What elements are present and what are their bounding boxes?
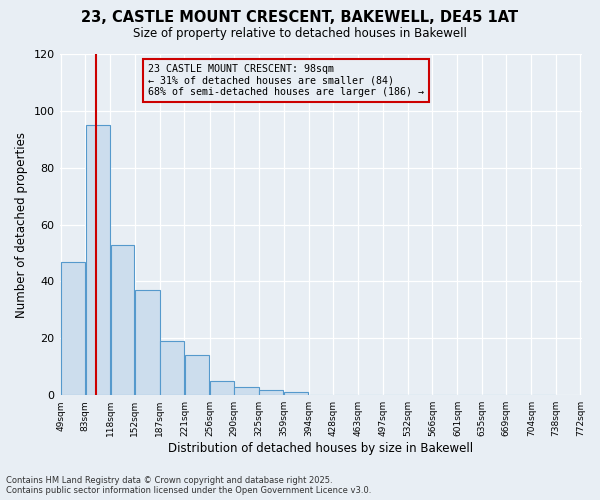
Bar (284, 392, 308, 395)
Bar (111, 244, 134, 395)
Bar (185, 356, 209, 395)
Y-axis label: Number of detached properties: Number of detached properties (15, 132, 28, 318)
X-axis label: Distribution of detached houses by size in Bakewell: Distribution of detached houses by size … (168, 442, 473, 455)
Text: Contains HM Land Registry data © Crown copyright and database right 2025.
Contai: Contains HM Land Registry data © Crown c… (6, 476, 371, 495)
Bar (135, 290, 160, 395)
Bar (86, 125, 110, 395)
Bar (259, 390, 283, 395)
Bar (61, 262, 85, 395)
Bar (235, 386, 259, 395)
Bar (160, 341, 184, 395)
Text: 23 CASTLE MOUNT CRESCENT: 98sqm
← 31% of detached houses are smaller (84)
68% of: 23 CASTLE MOUNT CRESCENT: 98sqm ← 31% of… (148, 64, 424, 98)
Text: Size of property relative to detached houses in Bakewell: Size of property relative to detached ho… (133, 28, 467, 40)
Bar (210, 381, 233, 395)
Text: 23, CASTLE MOUNT CRESCENT, BAKEWELL, DE45 1AT: 23, CASTLE MOUNT CRESCENT, BAKEWELL, DE4… (82, 10, 518, 25)
